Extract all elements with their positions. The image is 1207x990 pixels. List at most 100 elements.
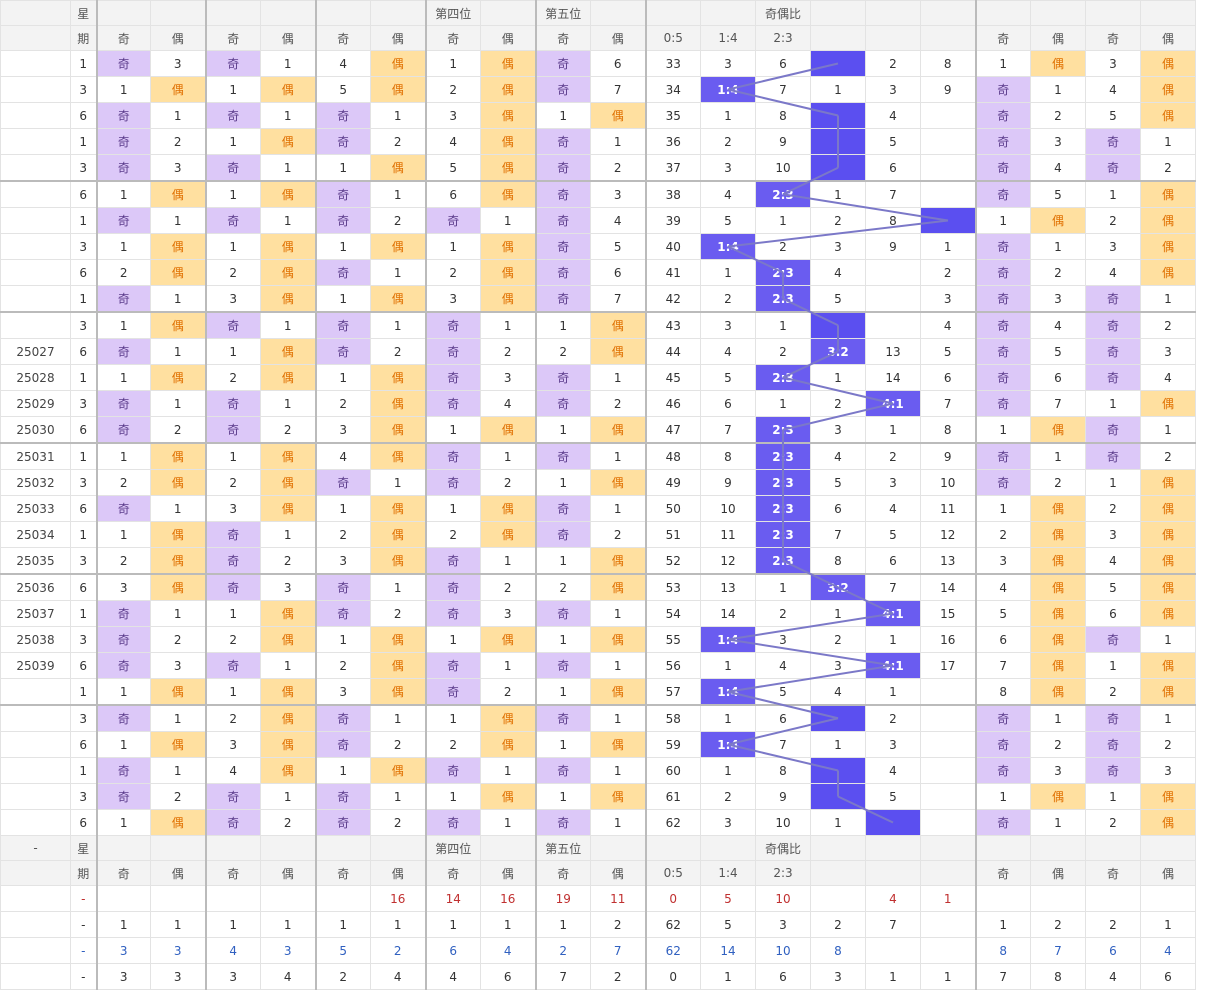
cell: 奇	[534, 76, 591, 103]
cell: 57	[644, 678, 701, 706]
cell: 1	[70, 50, 97, 77]
stat-cell: 1	[260, 911, 316, 938]
cell: 48	[644, 442, 701, 470]
stat-cell: 2	[590, 963, 646, 990]
cell: 奇	[424, 311, 481, 339]
header-cell: 第五位	[534, 835, 591, 861]
table-row: 3 奇 2 奇 1 奇 1 1 偶 1 偶 61 2 9 5 1 偶 1 偶	[0, 783, 1196, 810]
cell: 1	[150, 495, 206, 522]
cell: 3	[1030, 757, 1086, 784]
cell: 4	[480, 390, 536, 417]
cell: 5	[424, 154, 481, 182]
header-cell: 1:4	[700, 860, 756, 886]
header-cell	[95, 835, 151, 861]
cell: 偶	[1140, 678, 1196, 706]
cell: 1	[1140, 128, 1196, 155]
cell	[920, 809, 976, 836]
issue-number	[0, 128, 71, 155]
stat-cell	[810, 885, 866, 912]
cell: 1	[150, 285, 206, 313]
cell: 偶	[1140, 76, 1196, 103]
cell: 偶	[370, 416, 426, 444]
cell: 2:3	[755, 521, 811, 548]
header-cell: 第四位	[424, 0, 481, 26]
cell: 6	[865, 547, 921, 575]
cell: 1	[95, 233, 151, 260]
cell: 奇	[1085, 442, 1141, 470]
header-cell: 奇	[424, 25, 481, 51]
header-row: - 星 第四位 第五位 奇偶比	[0, 835, 1196, 861]
header-cell	[865, 0, 921, 26]
cell: 奇	[314, 573, 371, 601]
cell: 奇	[204, 311, 261, 339]
cell: 偶	[1140, 180, 1196, 208]
header-cell	[480, 835, 536, 861]
cell: 偶	[150, 469, 206, 496]
header-cell: 奇	[974, 860, 1031, 886]
header-cell: 奇	[314, 25, 371, 51]
cell: 偶	[590, 102, 646, 129]
cell: 偶	[150, 547, 206, 575]
header-cell: 0:5	[644, 860, 701, 886]
cell: 55	[644, 626, 701, 653]
cell: 1	[590, 757, 646, 784]
header-cell: 奇	[424, 860, 481, 886]
cell: 奇	[534, 757, 591, 784]
cell: 3	[260, 573, 316, 601]
cell: 1	[70, 757, 97, 784]
cell: 1	[70, 600, 97, 627]
stat-cell: 6	[480, 963, 536, 990]
cell: 2	[865, 50, 921, 77]
cell: 奇	[1085, 757, 1141, 784]
cell: 2	[204, 364, 261, 391]
cell: 1	[1085, 180, 1141, 208]
cell: 2	[95, 547, 151, 575]
cell: 1	[590, 364, 646, 391]
header-cell: 奇	[314, 860, 371, 886]
stat-cell: 1	[95, 911, 151, 938]
cell: 1	[1085, 783, 1141, 810]
stat-cell: 2	[810, 911, 866, 938]
stat-cell	[1030, 885, 1086, 912]
cell: 12	[700, 547, 756, 575]
cell: 奇	[204, 416, 261, 444]
cell: 2:3	[755, 180, 811, 208]
cell: 1	[95, 731, 151, 758]
issue-number: 25030	[0, 416, 71, 444]
cell: 7	[755, 76, 811, 103]
cell: 4	[810, 259, 866, 286]
cell: 1	[70, 521, 97, 548]
cell: 偶	[370, 154, 426, 182]
cell: 4	[1030, 311, 1086, 339]
issue-number: 25033	[0, 495, 71, 522]
cell: 奇	[424, 207, 481, 234]
cell: 3	[204, 495, 261, 522]
cell: 37	[644, 154, 701, 182]
cell: 偶	[1140, 233, 1196, 260]
cell: 4	[590, 207, 646, 234]
cell: 3	[1140, 757, 1196, 784]
cell: 6	[70, 416, 97, 444]
cell: 奇	[974, 364, 1031, 391]
cell: 偶	[1140, 50, 1196, 77]
cell: 2:3	[755, 495, 811, 522]
cell: 2	[370, 731, 426, 758]
cell: 偶	[480, 416, 536, 444]
cell: 1	[480, 547, 536, 575]
cell: 13	[865, 338, 921, 365]
header-cell	[480, 0, 536, 26]
cell: 3	[150, 50, 206, 77]
cell: 偶	[260, 180, 316, 208]
cell: 1	[590, 809, 646, 836]
cell: 5	[974, 600, 1031, 627]
cell: 2	[370, 600, 426, 627]
cell: 6	[70, 731, 97, 758]
cell: 42	[644, 285, 701, 313]
cell: 1	[1140, 704, 1196, 732]
cell: 2	[865, 704, 921, 732]
cell: 6	[70, 259, 97, 286]
cell: 3	[810, 233, 866, 260]
header-cell	[0, 0, 71, 26]
cell: 1	[70, 442, 97, 470]
cell: 2	[314, 652, 371, 679]
